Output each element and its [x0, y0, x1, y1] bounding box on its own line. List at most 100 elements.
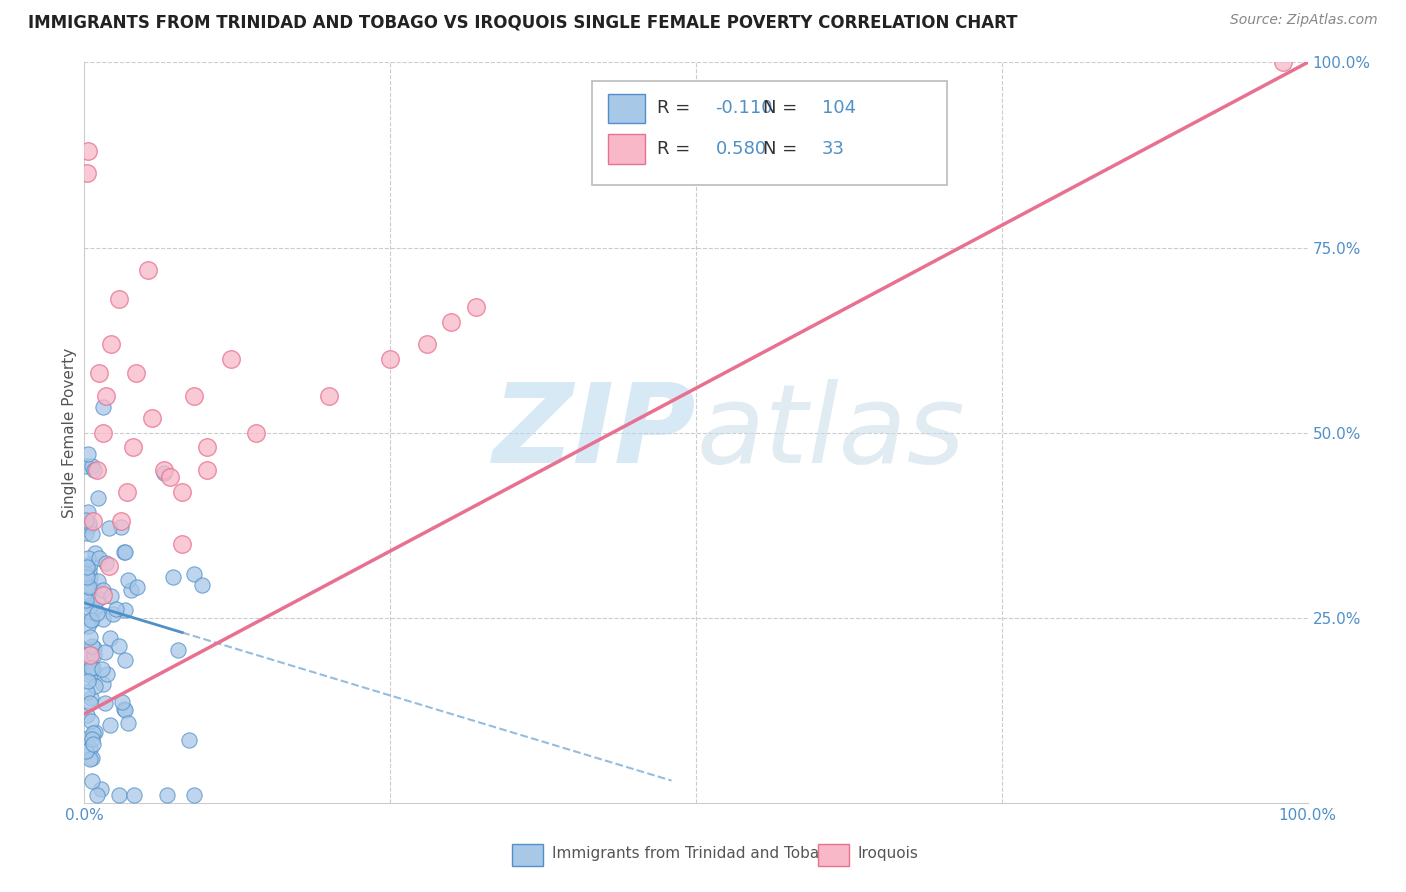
Point — [82, 515, 104, 529]
Point — [76, 560, 98, 574]
Point — [82, 661, 104, 675]
Point — [76, 166, 98, 180]
Point — [76, 647, 98, 661]
Point — [89, 550, 111, 565]
Point — [79, 651, 101, 665]
Point — [83, 679, 105, 693]
Point — [75, 458, 97, 473]
Point — [94, 556, 117, 570]
Point — [122, 789, 145, 803]
Point — [153, 462, 176, 476]
Point — [77, 654, 100, 668]
Point — [97, 521, 120, 535]
Point — [191, 577, 214, 591]
Point — [80, 598, 103, 612]
Point — [172, 536, 194, 550]
Point — [219, 351, 242, 366]
Point — [76, 654, 98, 668]
Point — [114, 703, 136, 717]
Point — [86, 462, 108, 476]
Point — [108, 640, 131, 654]
Point — [100, 336, 122, 351]
Point — [127, 580, 149, 594]
Text: 33: 33 — [823, 140, 845, 158]
Point — [77, 731, 100, 746]
Point — [79, 648, 101, 662]
Point — [114, 545, 136, 559]
Point — [83, 641, 105, 656]
Text: N =: N = — [763, 99, 797, 118]
Point — [82, 582, 104, 596]
Point — [195, 462, 218, 476]
Point — [101, 607, 124, 622]
Bar — [818, 844, 849, 866]
Point — [83, 648, 105, 662]
Point — [82, 751, 104, 765]
Point — [75, 567, 97, 582]
Point — [79, 631, 101, 645]
Point — [177, 733, 200, 747]
Point — [416, 336, 439, 351]
Text: Source: ZipAtlas.com: Source: ZipAtlas.com — [1230, 13, 1378, 28]
Point — [464, 300, 486, 314]
Point — [90, 781, 112, 796]
Point — [107, 789, 129, 803]
Point — [136, 262, 159, 277]
Point — [79, 570, 101, 584]
Point — [91, 589, 114, 603]
Point — [80, 458, 103, 473]
Point — [76, 505, 98, 519]
Point — [80, 714, 103, 728]
Point — [125, 367, 148, 381]
Point — [77, 550, 100, 565]
Point — [98, 718, 121, 732]
Point — [82, 725, 104, 739]
Point — [159, 470, 181, 484]
Point — [105, 602, 128, 616]
Point — [83, 463, 105, 477]
Point — [110, 515, 132, 529]
Point — [117, 715, 139, 730]
Text: Immigrants from Trinidad and Tobago: Immigrants from Trinidad and Tobago — [551, 846, 838, 861]
Point — [82, 613, 104, 627]
Point — [79, 742, 101, 756]
Text: ZIP: ZIP — [492, 379, 696, 486]
Point — [82, 773, 104, 788]
Point — [91, 425, 114, 440]
Text: N =: N = — [763, 140, 797, 158]
Point — [80, 665, 103, 679]
Point — [82, 639, 104, 653]
Point — [87, 367, 110, 381]
Point — [82, 527, 104, 541]
Point — [183, 789, 205, 803]
Point — [77, 519, 100, 533]
Point — [76, 707, 98, 722]
Point — [87, 592, 110, 607]
Point — [93, 645, 115, 659]
Point — [75, 744, 97, 758]
Point — [183, 388, 205, 402]
Point — [76, 580, 98, 594]
FancyBboxPatch shape — [592, 81, 946, 185]
Point — [114, 653, 136, 667]
Point — [115, 484, 138, 499]
Point — [110, 520, 132, 534]
Point — [183, 567, 205, 582]
Point — [79, 751, 101, 765]
Point — [79, 557, 101, 571]
Point — [82, 732, 104, 747]
Point — [111, 695, 134, 709]
Point — [87, 491, 110, 505]
Point — [91, 677, 114, 691]
Point — [77, 601, 100, 615]
Y-axis label: Single Female Poverty: Single Female Poverty — [62, 348, 77, 517]
Point — [112, 702, 135, 716]
Point — [77, 145, 100, 159]
Point — [117, 573, 139, 587]
Point — [86, 789, 108, 803]
Text: 104: 104 — [823, 99, 856, 118]
Point — [79, 668, 101, 682]
Point — [153, 466, 176, 480]
Point — [122, 441, 145, 455]
Point — [167, 643, 190, 657]
